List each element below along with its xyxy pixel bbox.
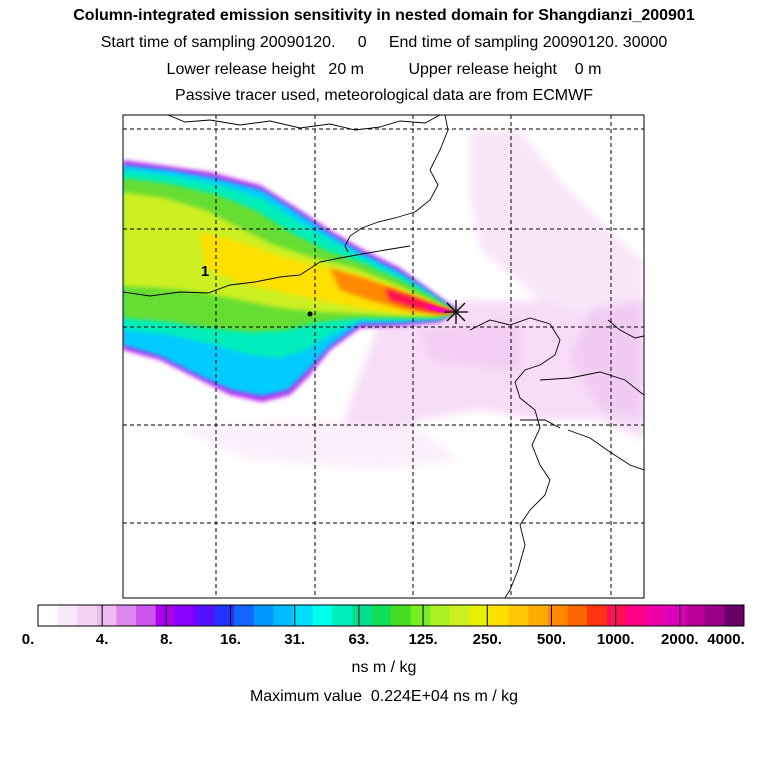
colorbar-swatch <box>489 605 510 626</box>
colorbar-swatch <box>332 605 353 626</box>
colorbar <box>37 604 745 627</box>
colorbar-swatch <box>312 605 333 626</box>
chart-title: Column-integrated emission sensitivity i… <box>73 7 695 24</box>
colorbar-tick-label: 1000. <box>596 631 635 648</box>
tracer-info-line: Passive tracer used, meteorological data… <box>175 87 593 104</box>
colorbar-tick-label: 125. <box>408 631 438 648</box>
colorbar-tick-label: 8. <box>160 631 173 648</box>
colorbar-swatch <box>430 605 451 626</box>
colorbar-swatch <box>587 605 608 626</box>
colorbar-swatch <box>57 605 78 626</box>
colorbar-swatch <box>292 605 313 626</box>
colorbar-swatch <box>371 605 392 626</box>
colorbar-swatch <box>155 605 176 626</box>
colorbar-swatch <box>508 605 529 626</box>
colorbar-tick-label: 250. <box>472 631 502 648</box>
background-sensitivity-field <box>180 130 644 470</box>
colorbar-swatch <box>96 605 117 626</box>
colorbar-swatch <box>175 605 196 626</box>
colorbar-swatch <box>136 605 157 626</box>
colorbar-swatch <box>645 605 666 626</box>
colorbar-swatch <box>449 605 470 626</box>
colorbar-swatch <box>214 605 235 626</box>
colorbar-tick-label: 63. <box>348 631 370 648</box>
coastline-borders <box>123 115 644 598</box>
colorbar-tick-label: 2000. <box>661 631 699 648</box>
colorbar-swatch <box>469 605 490 626</box>
colorbar-swatch <box>234 605 255 626</box>
lat-lon-grid <box>123 115 644 598</box>
colorbar-tick-label: 0. <box>21 631 35 648</box>
colorbar-swatch <box>38 605 59 626</box>
colorbar-swatch <box>626 605 647 626</box>
map-panel: 1 <box>123 115 644 598</box>
colorbar-swatch <box>665 605 686 626</box>
colorbar-tick-label: 500. <box>536 631 567 648</box>
colorbar-swatch <box>724 605 745 626</box>
colorbar-swatch <box>410 605 431 626</box>
receptor-star-cross-icon <box>444 300 468 324</box>
colorbar-swatch <box>77 605 98 626</box>
colorbar-tick-label: 4. <box>95 631 109 648</box>
colorbar-swatch <box>547 605 568 626</box>
colorbar-swatch <box>528 605 549 626</box>
release-height-line: Lower release height 20 m Upper release … <box>166 61 602 78</box>
map-frame <box>122 114 645 599</box>
colorbar-unit-label: ns m / kg <box>351 659 417 676</box>
colorbar-swatch <box>567 605 588 626</box>
colorbar-tick-label: 31. <box>284 631 306 648</box>
colorbar-swatch <box>116 605 137 626</box>
maximum-value-label: Maximum value 0.224E+04 ns m / kg <box>249 688 519 705</box>
colorbar-tick-label: 16. <box>220 631 241 648</box>
colorbar-swatch <box>253 605 274 626</box>
colorbar-swatch <box>194 605 215 626</box>
city-dot <box>307 311 313 317</box>
sampling-time-line: Start time of sampling 20090120. 0 End t… <box>100 34 668 51</box>
colorbar-tick-label: 4000. <box>707 631 745 648</box>
plume-field <box>123 160 458 402</box>
colorbar-swatch <box>351 605 372 626</box>
colorbar-swatch <box>606 605 627 626</box>
colorbar-swatch <box>391 605 412 626</box>
colorbar-frame <box>37 604 745 627</box>
map-label: 1 <box>201 263 209 280</box>
colorbar-swatch <box>273 605 294 626</box>
colorbar-swatch <box>685 605 706 626</box>
colorbar-swatch <box>704 605 725 626</box>
